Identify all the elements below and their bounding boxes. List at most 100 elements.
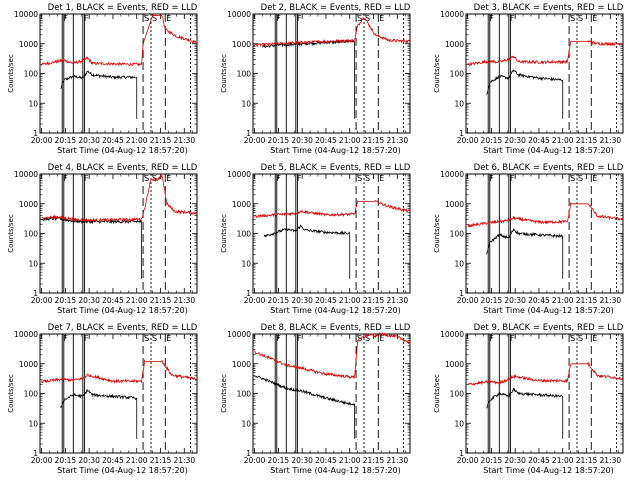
y-tick-label: 1000 [19,40,38,49]
x-tick-label: 21:00 [552,136,574,145]
y-tick-label: 1 [33,129,38,138]
flag-marker-label: S [357,14,362,23]
y-tick-label: 10000 [440,330,464,339]
flag-marker-label: F [63,334,68,343]
x-tick-label: 20:30 [291,136,313,145]
flag-marker-label: F [276,14,281,23]
x-tick-label: 20:00 [31,456,53,465]
y-tick-label: 10 [454,259,464,268]
x-tick-label: 20:15 [55,296,77,305]
y-tick-label: 10000 [227,170,251,179]
x-tick-label: 21:15 [576,456,598,465]
x-tick-label: 21:30 [174,136,196,145]
x-tick-label: 21:00 [552,456,574,465]
flag-marker-label: E [379,14,384,23]
flag-marker-label: S [144,14,149,23]
y-tick-label: 100 [237,390,252,399]
series-line-lld [41,174,198,223]
y-axis-label: Counts/sec [220,374,228,413]
y-tick-label: 10 [454,419,464,428]
y-axis-label: Counts/sec [7,374,15,413]
x-tick-label: 21:15 [363,456,385,465]
series-line-lld [467,201,624,228]
chart-title: Det 3, BLACK = Events, RED = LLD [474,3,624,13]
flag-marker-label: F [510,14,515,23]
flag-marker-label: E [166,334,171,343]
y-tick-label: 100 [24,230,39,239]
chart-title: Det 9, BLACK = Events, RED = LLD [474,323,624,333]
flag-marker-label: E [379,174,384,183]
flag-marker-label: F [84,14,89,23]
series-line-events [263,224,351,238]
y-tick-label: 10000 [227,330,251,339]
x-tick-label: 20:00 [244,136,266,145]
x-tick-label: 20:15 [481,296,503,305]
chart-panel-det8: Det 8, BLACK = Events, RED = LLD 1 10 100 10… [220,323,411,475]
flag-marker-label: E [592,334,597,343]
flag-marker-label: S [144,334,149,343]
flag-marker-label: S [152,174,157,183]
x-tick-label: 20:45 [528,136,550,145]
flag-marker-label: S [152,334,157,343]
x-tick-label: 20:45 [315,456,337,465]
chart-panel-det6: Det 6, BLACK = Events, RED = LLD 1 10 100 10… [433,163,624,315]
flag-marker-label: F [297,14,302,23]
flag-marker-label: S [365,14,370,23]
y-tick-label: 1000 [19,200,38,209]
x-tick-label: 20:15 [268,296,290,305]
x-tick-label: 21:00 [339,456,361,465]
flag-marker-label: S [578,14,583,23]
flag-marker-label: S [578,174,583,183]
x-tick-label: 21:30 [387,296,409,305]
x-tick-label: 20:30 [78,296,100,305]
x-tick-label: 21:00 [552,296,574,305]
x-tick-label: 21:15 [576,136,598,145]
x-tick-label: 21:30 [600,296,622,305]
flag-marker-label: S [578,334,583,343]
chart-title: Det 6, BLACK = Events, RED = LLD [474,163,624,173]
x-tick-label: 21:00 [339,136,361,145]
flag-marker-label: S [570,334,575,343]
y-tick-label: 1 [33,449,38,458]
x-tick-label: 20:30 [504,456,526,465]
chart-panel-det3: Det 3, BLACK = Events, RED = LLD 1 10 100 10… [433,3,624,155]
x-axis-label: Start Time (04-Aug-12 18:57:20) [270,306,401,315]
series-line-events [262,39,355,49]
y-tick-label: 1 [459,449,464,458]
flag-marker-label: F [84,334,89,343]
flag-marker-label: F [63,14,68,23]
y-axis-label: Counts/sec [433,214,441,253]
x-tick-label: 20:30 [78,136,100,145]
series-line-lld [467,361,624,386]
flag-marker-label: F [489,14,494,23]
x-tick-label: 21:00 [126,296,148,305]
x-tick-label: 20:45 [528,296,550,305]
x-tick-label: 21:15 [150,296,172,305]
y-tick-label: 1000 [232,200,251,209]
x-tick-label: 20:15 [481,456,503,465]
flag-marker-label: F [489,174,494,183]
y-tick-label: 10 [28,419,38,428]
flag-marker-label: S [152,14,157,23]
y-tick-label: 10000 [14,10,38,19]
x-axis-label: Start Time (04-Aug-12 18:57:20) [483,146,614,155]
series-line-lld [41,359,198,384]
x-tick-label: 20:45 [102,136,124,145]
series-line-events [486,387,563,409]
y-tick-label: 1 [459,129,464,138]
y-tick-label: 100 [450,390,465,399]
chart-panel-det1: Det 1, BLACK = Events, RED = LLD 1 10 100 10… [7,3,198,155]
flag-marker-label: F [276,174,281,183]
x-tick-label: 20:30 [78,456,100,465]
chart-title: Det 8, BLACK = Events, RED = LLD [261,323,411,333]
series-line-events [486,228,564,255]
y-tick-label: 100 [450,70,465,79]
y-tick-label: 1 [459,289,464,298]
flag-marker-label: E [592,14,597,23]
chart-title: Det 4, BLACK = Events, RED = LLD [48,163,198,173]
flag-marker-label: F [297,334,302,343]
flag-marker-label: F [510,174,515,183]
series-line-lld [467,40,624,67]
x-tick-label: 20:15 [268,456,290,465]
